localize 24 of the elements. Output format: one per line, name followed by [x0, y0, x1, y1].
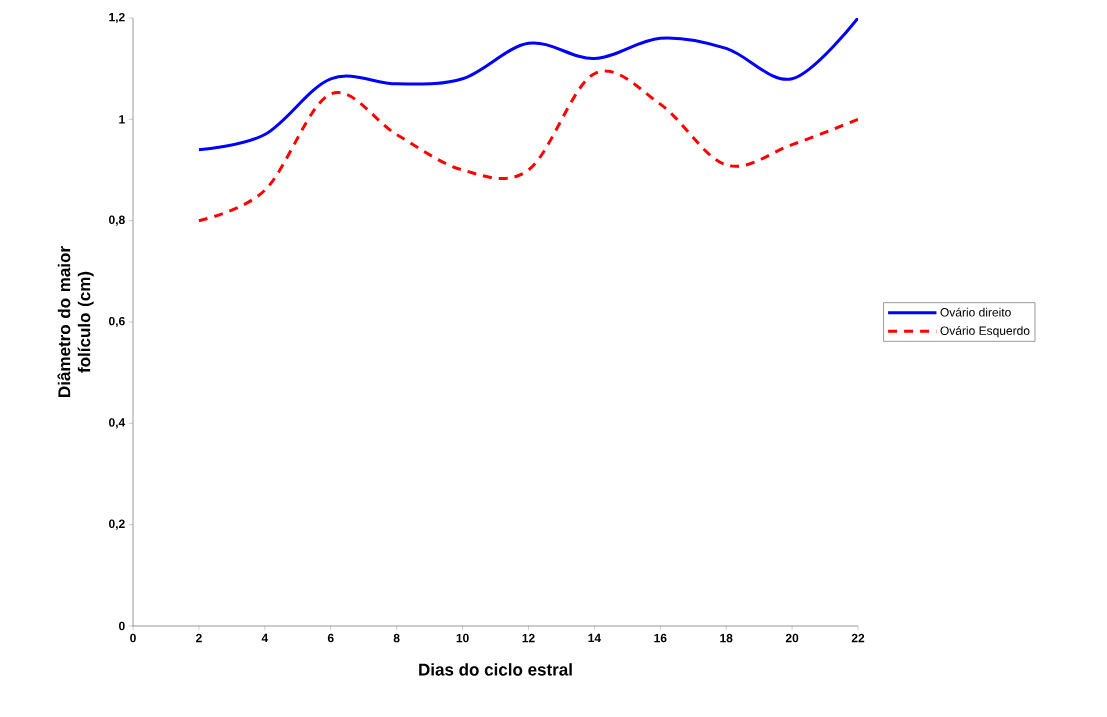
x-tick-label: 10	[456, 633, 469, 643]
x-tick-label: 4	[261, 633, 269, 643]
y-tick-label: 0,6	[108, 316, 125, 328]
line-series	[197, 17, 859, 152]
x-tick-label: 2	[196, 633, 202, 643]
x-tick-label: 12	[522, 633, 535, 643]
x-axis-title: Dias do ciclo estral	[419, 663, 572, 676]
y-tick-label: 0,4	[108, 418, 126, 429]
y-tick-label: 0,8	[108, 215, 125, 226]
x-tick-label: 20	[785, 633, 799, 643]
x-tick-label: 16	[654, 633, 667, 643]
x-tick-label: 14	[588, 633, 601, 643]
y-tick-label: 0,2	[108, 519, 125, 530]
legend-label: Ovário direito	[940, 307, 1011, 317]
x-tick-label: 8	[393, 633, 400, 643]
x-tick-label: 22	[851, 633, 865, 643]
x-tick-label: 6	[327, 633, 334, 643]
legend-label: Ovário Esquerdo	[940, 326, 1030, 338]
y-axis-title: Diâmetro do maior folículo (cm)	[57, 246, 94, 397]
y-tick-label: 1,2	[109, 12, 125, 24]
y-tick-label: 1	[119, 115, 125, 124]
y-tick-label: 0	[119, 621, 125, 631]
x-tick-label: 0	[130, 633, 136, 643]
x-tick-label: 18	[720, 633, 733, 643]
